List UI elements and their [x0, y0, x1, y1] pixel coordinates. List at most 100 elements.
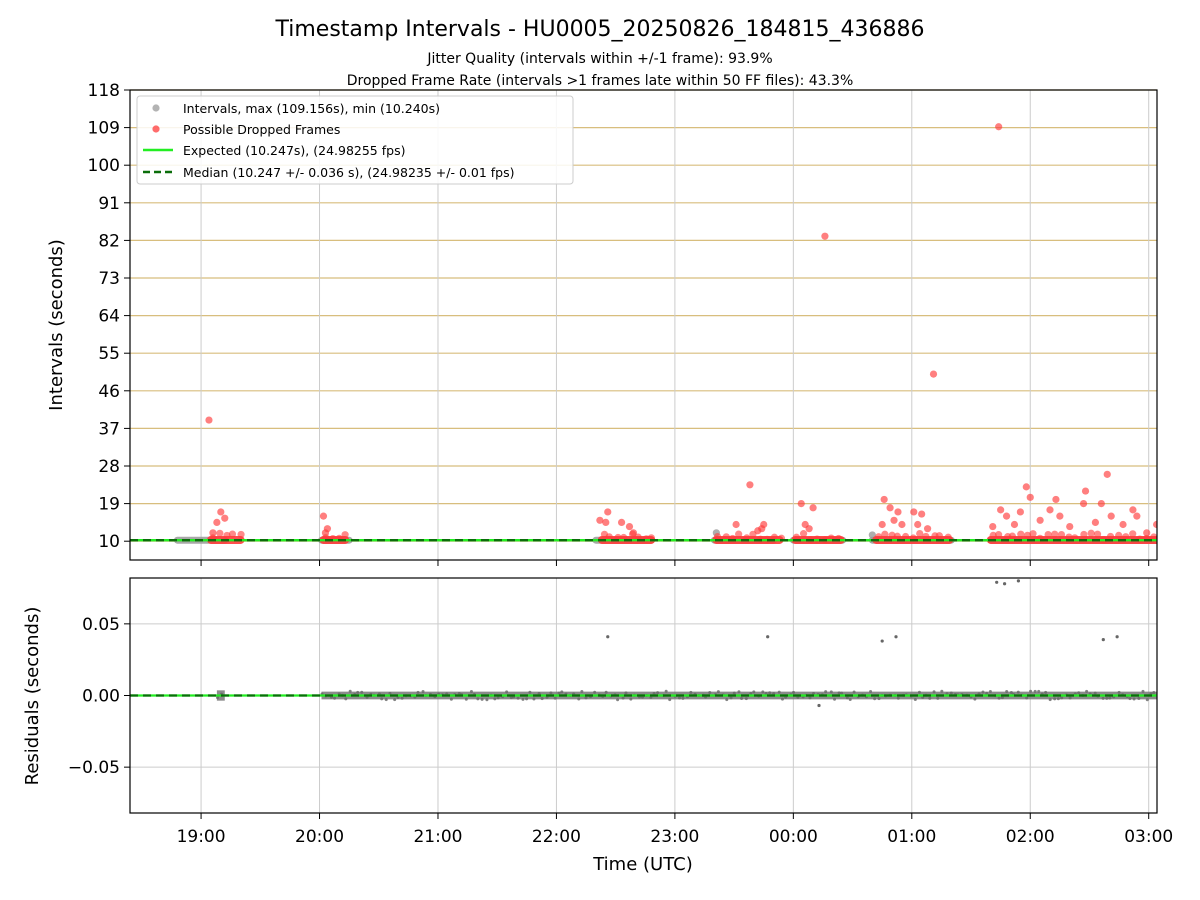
top-y-tick-label: 118: [88, 81, 120, 101]
residual-point: [837, 691, 841, 695]
dropped-frame-point: [625, 522, 634, 531]
residual-point: [740, 696, 744, 700]
dropped-frame-point: [746, 481, 754, 489]
dropped-frame-point: [1133, 512, 1141, 520]
dropped-frame-point: [602, 518, 610, 527]
dropped-frame-point: [713, 532, 722, 541]
dropped-frame-point: [1056, 512, 1064, 520]
residual-point: [416, 690, 420, 694]
residual-point: [845, 696, 849, 700]
residual-point: [716, 690, 720, 694]
dropped-frame-point: [1081, 487, 1090, 495]
residual-point: [744, 697, 748, 701]
x-tick-label: 23:00: [650, 827, 699, 847]
residual-point: [360, 690, 364, 694]
dropped-frame-point: [910, 508, 918, 516]
residual-point: [877, 697, 881, 701]
dropped-frame-point: [216, 529, 224, 537]
dropped-frame-point: [995, 531, 1003, 539]
residual-point: [577, 697, 581, 701]
residual-point: [525, 697, 529, 701]
residual-point: [932, 690, 936, 694]
x-tick-label: 03:00: [1124, 827, 1173, 847]
bottom-y-axis-label: Residuals (seconds): [22, 607, 43, 786]
dropped-frame-point: [605, 533, 613, 541]
dropped-frame-point: [1057, 530, 1066, 539]
x-tick-label: 00:00: [769, 827, 818, 847]
top-plot-area: [130, 123, 1157, 544]
dropped-frame-point: [617, 518, 626, 527]
residual-point: [668, 698, 672, 702]
residual-point: [1016, 690, 1020, 694]
dropped-frame-point: [995, 123, 1003, 131]
bottom-plot-area: [130, 579, 1157, 708]
residual-point: [1137, 697, 1141, 701]
top-y-tick-label: 109: [88, 119, 120, 139]
dropped-frame-point: [1153, 520, 1157, 529]
residual-outlier-point: [766, 635, 770, 639]
residual-point: [689, 690, 693, 694]
dropped-frame-point: [1008, 532, 1016, 540]
residual-point: [380, 697, 384, 701]
dropped-frame-point: [1010, 520, 1019, 529]
dropped-frame-point: [217, 508, 225, 516]
residual-point: [1141, 689, 1145, 693]
dropped-frame-point: [890, 516, 898, 524]
residuals-plot-frame: [129, 577, 1158, 814]
dropped-frame-point: [634, 533, 642, 541]
dropped-frame-point: [805, 525, 813, 533]
dropped-frame-point: [221, 514, 229, 522]
top-y-tick-label: 55: [98, 344, 120, 364]
dropped-frame-point: [1017, 530, 1025, 538]
residual-point: [1005, 690, 1009, 694]
residual-point: [1048, 698, 1052, 702]
legend-expected-label: Expected (10.247s), (24.98255 fps): [183, 143, 405, 158]
top-y-tick-label: 73: [98, 269, 120, 289]
residual-point: [936, 696, 940, 700]
residuals-plot: −0.05 0.00 0.05 19:00 20:00 21:00 22:00 23:00 00…: [68, 578, 1173, 847]
residual-point: [584, 696, 588, 700]
residual-point: [1145, 698, 1149, 702]
x-axis-label: Time (UTC): [592, 854, 693, 875]
residual-outlier-point: [1101, 638, 1105, 642]
residual-point: [1068, 696, 1072, 700]
residual-point: [1044, 690, 1048, 694]
dropped-frame-point: [732, 520, 740, 529]
dropped-frame-point: [213, 518, 221, 527]
dropped-frame-point: [629, 529, 638, 537]
dropped-frame-point: [735, 530, 743, 538]
residual-point: [493, 697, 497, 701]
residual-point: [812, 692, 816, 696]
residual-point: [764, 691, 768, 695]
residual-point: [1053, 697, 1057, 701]
residual-point: [356, 690, 360, 694]
top-y-tick-label: 91: [98, 194, 120, 214]
chart-subtitle-dropped: Dropped Frame Rate (intervals >1 frames …: [347, 73, 854, 89]
dropped-frame-point: [1097, 500, 1105, 508]
dropped-frame-point: [1079, 500, 1088, 508]
residual-point: [913, 697, 917, 701]
residual-point: [528, 690, 532, 694]
residual-point: [981, 690, 985, 694]
residual-point: [752, 690, 756, 694]
dropped-frame-point: [1029, 530, 1037, 538]
dropped-frame-point: [893, 532, 901, 540]
residual-point: [557, 691, 561, 695]
dropped-frame-point: [596, 516, 604, 524]
x-tick-label: 21:00: [413, 827, 462, 847]
residual-point: [677, 696, 681, 700]
dropped-frame-point: [1036, 516, 1044, 524]
residual-point: [485, 698, 489, 702]
dropped-frame-point: [914, 520, 922, 529]
dropped-frame-point: [1022, 483, 1030, 491]
dropped-frame-point: [1044, 530, 1052, 539]
residual-point: [532, 697, 536, 701]
dropped-frame-point: [604, 508, 612, 516]
dropped-frame-point: [209, 529, 217, 537]
x-tick-label: 22:00: [532, 827, 581, 847]
dropped-frame-point: [916, 529, 924, 538]
bottom-y-tick-label: 0.00: [82, 687, 120, 707]
dropped-frame-point: [922, 532, 930, 541]
residual-point: [629, 697, 633, 701]
x-tick-label: 20:00: [295, 827, 344, 847]
